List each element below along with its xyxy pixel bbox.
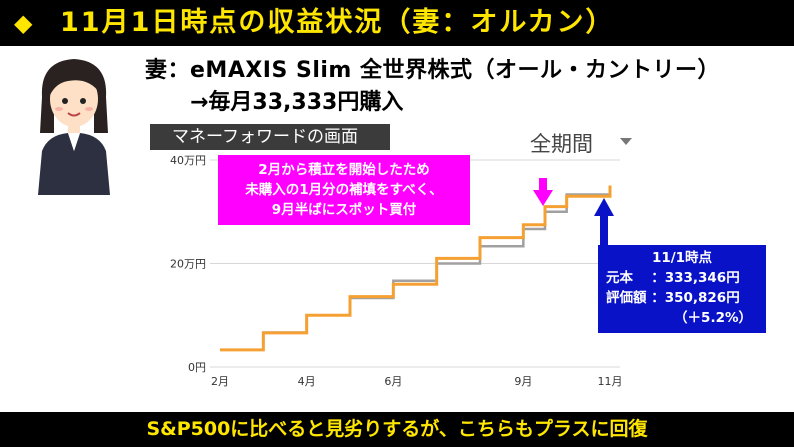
page-title: 11月1日時点の収益状況（妻：オルカン）	[60, 7, 615, 38]
blue-arrow-head	[594, 198, 614, 216]
spot-buy-callout: 2月から積立を開始したため 未購入の1月分の補填をすべく、 9月半ばにスポット買…	[218, 155, 470, 225]
x-tick-label: 9月	[514, 375, 532, 388]
x-tick-label: 4月	[298, 375, 316, 388]
x-tick-label: 11月	[598, 375, 623, 388]
purchase-amount: →毎月33,333円購入	[190, 90, 404, 115]
return-percent: （＋5.2%）	[674, 310, 752, 326]
footer-bar: S&P500に比べると見劣りするが、こちらもプラスに回復	[0, 412, 794, 447]
x-tick-label: 2月	[211, 375, 229, 388]
pink-arrow-head	[533, 190, 553, 206]
pink-arrow-shaft	[539, 178, 547, 190]
x-tick-label: 6月	[384, 375, 402, 388]
status-callout: 11/1時点 元本 ：333,346円 評価額 ：350,826円 （＋5.2%…	[598, 245, 766, 333]
moneyforward-label: マネーフォワードの画面	[150, 124, 390, 150]
callout-line: 2月から積立を開始したため	[258, 162, 430, 178]
principal-row: 元本 ：333,346円	[606, 270, 740, 286]
blue-arrow-shaft	[600, 216, 608, 246]
callout-line: 9月半ばにスポット買付	[271, 202, 417, 218]
callout-line: 未購入の1月分の補填をすべく、	[245, 182, 443, 198]
valuation-row: 評価額 ：350,826円	[606, 290, 740, 306]
chevron-down-icon[interactable]	[620, 138, 632, 145]
woman-avatar-icon	[38, 59, 110, 195]
period-selector[interactable]: 全期間	[530, 132, 593, 156]
y-tick-label: 20万円	[170, 258, 206, 271]
y-tick-label: 0円	[188, 361, 206, 374]
y-tick-label: 40万円	[170, 154, 206, 167]
diamond-icon: ◆	[14, 9, 33, 37]
header-bar: ◆ 11月1日時点の収益状況（妻：オルカン）	[0, 0, 794, 46]
fund-name: 妻：eMAXIS Slim 全世界株式（オール・カントリー）	[145, 58, 721, 83]
status-date: 11/1時点	[651, 250, 713, 266]
